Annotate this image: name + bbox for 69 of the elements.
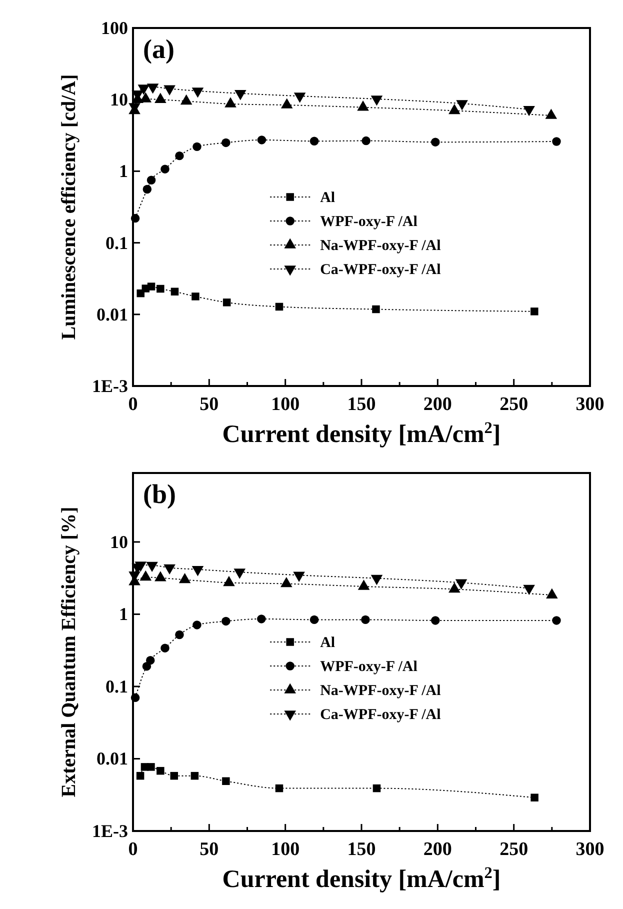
- point: [431, 616, 440, 625]
- x-axis-title: Current density [mA/cm$^{2}$]: [222, 864, 501, 893]
- point: [361, 615, 370, 624]
- y-tick-label: 1E-3: [92, 821, 128, 841]
- point: [370, 574, 383, 586]
- x-tick-label: 50: [200, 394, 219, 415]
- point: [190, 772, 199, 780]
- legend-label: Ca-WPF-oxy-F /Al: [320, 707, 441, 723]
- point: [146, 656, 155, 665]
- x-tick-label: 0: [128, 839, 138, 860]
- annotation: (b): [143, 479, 176, 509]
- y-axis-title: External Quantum Efficiency [%]: [58, 506, 80, 798]
- y-tick-label: 1E-3: [92, 376, 128, 396]
- annotation: (a): [143, 34, 174, 64]
- point: [164, 564, 176, 575]
- point: [142, 662, 152, 671]
- legend-label: Ca-WPF-oxy-F /Al: [320, 262, 441, 278]
- point: [523, 584, 535, 596]
- y-axis-title: Luminescence efficiency [cd/A]: [58, 74, 80, 340]
- y-tick-label: 10: [110, 532, 128, 552]
- x-tick-label: 100: [271, 839, 300, 860]
- x-tick-label: 100: [271, 394, 300, 415]
- legend-label: Na-WPF-oxy-F /Al: [320, 238, 441, 254]
- point: [222, 777, 230, 785]
- x-tick-label: 150: [347, 394, 376, 415]
- point: [130, 693, 140, 702]
- y-tick-label: 1: [119, 161, 128, 182]
- legend-label: Na-WPF-oxy-F /Al: [320, 683, 441, 699]
- point: [134, 562, 147, 572]
- point: [222, 616, 230, 626]
- point: [136, 772, 144, 780]
- x-tick-label: 0: [128, 394, 138, 415]
- x-tick-label: 200: [423, 839, 452, 860]
- point: [552, 616, 561, 625]
- y-tick-label: 0.1: [106, 232, 128, 253]
- point: [234, 568, 246, 579]
- point: [530, 794, 538, 802]
- point: [160, 644, 170, 652]
- point: [175, 630, 184, 640]
- legend-label: WPF-oxy-F /Al: [320, 214, 418, 230]
- x-tick-label: 250: [500, 394, 528, 415]
- y-tick-label: 100: [101, 18, 128, 38]
- point: [257, 614, 266, 624]
- x-tick-label: 200: [423, 394, 452, 415]
- y-tick-label: 0.01: [96, 304, 128, 324]
- x-axis-title: Current density [mA/cm$^{2}$]: [222, 419, 501, 448]
- x-tick-label: 150: [347, 839, 376, 860]
- y-tick-label: 1: [119, 604, 128, 624]
- point: [372, 784, 381, 792]
- point: [170, 772, 178, 780]
- x-tick-label: 300: [576, 839, 604, 860]
- point: [192, 566, 204, 576]
- y-tick-label: 0.01: [96, 748, 128, 769]
- point: [147, 763, 155, 771]
- point: [310, 615, 319, 624]
- point: [192, 620, 202, 630]
- point: [146, 562, 158, 572]
- point: [293, 572, 305, 582]
- y-tick-label: 0.1: [106, 676, 128, 696]
- legend-label: Al: [320, 190, 336, 206]
- x-tick-label: 300: [576, 394, 604, 415]
- legend-label: Al: [320, 635, 336, 651]
- point: [275, 784, 284, 792]
- x-tick-label: 50: [200, 839, 219, 860]
- point: [156, 766, 164, 775]
- legend-label: WPF-oxy-F /Al: [320, 659, 418, 675]
- y-tick-label: 10: [110, 90, 128, 110]
- x-tick-label: 250: [500, 839, 528, 860]
- point: [455, 579, 468, 590]
